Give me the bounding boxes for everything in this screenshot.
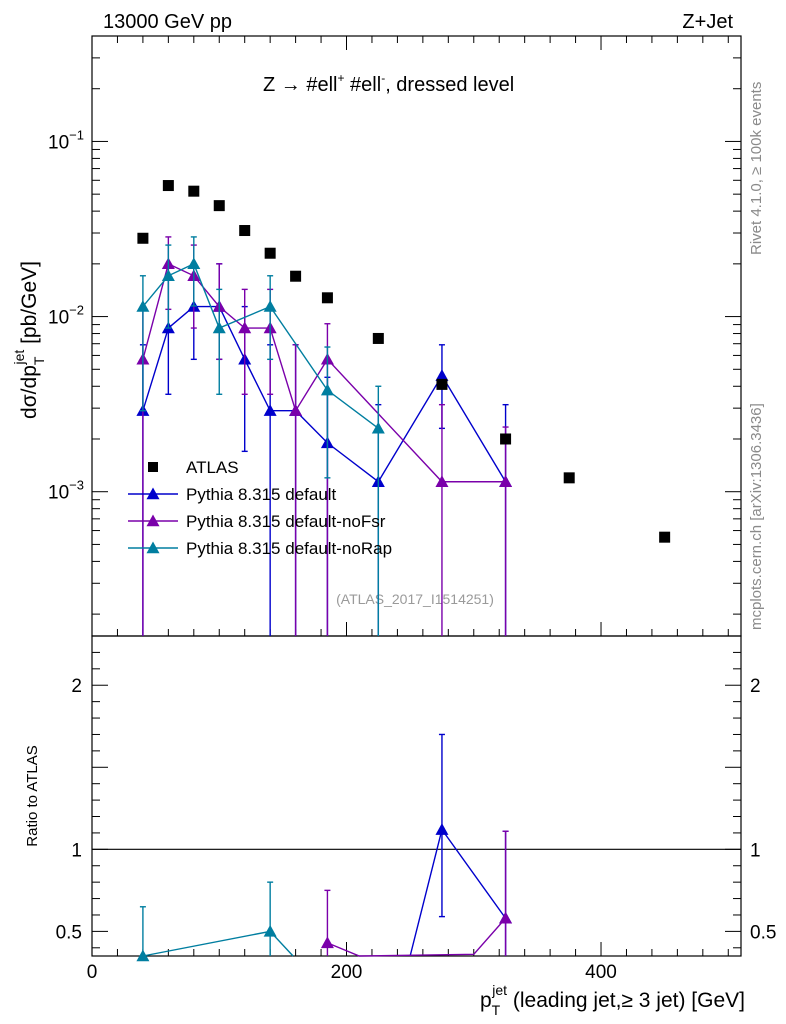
data-point [188,185,200,197]
series-point [435,369,449,381]
legend-marker [148,462,158,472]
series-point [499,475,513,487]
legend-marker [146,514,160,527]
series-default [136,263,513,636]
ratio-panel-frame [91,635,742,957]
y-tick-label: 10−1 [48,127,84,153]
legend: ATLAS Pythia 8.315 default Pythia 8.315 de… [128,458,392,558]
data-point [264,247,276,259]
data-point [659,531,671,543]
svg-text:mcplots.cern.ch [arXiv:1306.34: mcplots.cern.ch [arXiv:1306.3436] [748,403,765,630]
legend-entry-data: ATLAS [148,458,239,477]
data-point [162,180,174,192]
x-tick-label: 200 [331,962,363,983]
data-point [372,332,384,344]
ratio-point [435,823,449,835]
ratio-tick-label-right: 0.5 [750,922,776,943]
series-point [371,421,385,434]
ratio-default [409,733,513,957]
ratio-point [263,924,277,937]
plot-title: Z → #ell+ #ell-, dressed level [263,71,514,96]
series-atlas [137,180,671,543]
series-line [142,262,379,429]
ratio-line [327,917,507,957]
series-point [161,269,175,281]
legend-label: Pythia 8.315 default [186,485,337,504]
data-point [239,225,251,237]
ratio-tick-label: 2 [71,676,82,697]
rivet-label: Rivet 4.1.0, ≥ 100k events [748,82,765,255]
x-axis-label: pTjet (leading jet,≥ 3 jet) [GeV] [480,982,745,1018]
data-point [290,270,302,282]
plot-frames [91,35,742,957]
series-point [187,257,201,270]
legend-label: Pythia 8.315 default-noFsr [186,512,386,531]
legend-entry-default: Pythia 8.315 default [128,485,337,504]
svg-text:Rivet 4.1.0, ≥ 100k events: Rivet 4.1.0, ≥ 100k events [748,82,765,255]
ratio-noRap [136,881,294,962]
ratio-tick-label-right: 2 [750,676,761,697]
y-axis-label: dσ/dpTjet [pb/GeV] [11,261,47,419]
data-point [500,433,512,445]
ratio-tick-label: 0.5 [56,922,82,943]
legend-entry-noFsr: Pythia 8.315 default-noFsr [128,512,386,531]
series-point [238,321,252,334]
data-point [213,200,225,212]
series-point [212,321,226,334]
x-tick-label: 400 [585,962,617,983]
header-right: Z+Jet [682,11,733,33]
ratio-axis-label: Ratio to ATLAS [24,745,41,846]
series-noRap [136,236,385,636]
series-point [263,404,277,416]
main-panel-series [136,180,671,636]
y-tick-label: 10−3 [48,478,84,504]
series-point [136,300,150,312]
axes-ticks: 0 200 400 10−1 10−2 10−3 0.5 0.5 1 1 2 2 [48,35,776,983]
legend-label: ATLAS [186,458,239,477]
data-point [137,232,149,244]
svg-text:Ratio to ATLAS: Ratio to ATLAS [24,745,41,846]
ratio-noFsr [320,830,513,957]
legend-marker [146,541,160,554]
y-tick-label: 10−2 [48,303,84,329]
data-point [563,472,575,484]
series-point [289,404,303,416]
data-point [321,292,333,304]
ratio-panel-series [136,733,513,962]
series-point [263,300,277,312]
legend-entry-noRap: Pythia 8.315 default-noRap [128,539,392,558]
x-tick-label: 0 [87,962,98,983]
ratio-point [136,949,150,962]
ratio-point [320,936,334,949]
data-point [436,378,448,390]
mcplots-label: mcplots.cern.ch [arXiv:1306.3436] [748,403,765,630]
series-point [435,475,449,487]
legend-label: Pythia 8.315 default-noRap [186,539,392,558]
ratio-line [409,828,507,957]
ratio-tick-label-right: 1 [750,840,761,861]
ratio-point [499,911,513,924]
header-left: 13000 GeV pp [103,11,232,33]
legend-marker [146,487,160,500]
analysis-watermark: (ATLAS_2017_I1514251) [336,591,494,607]
series-point [320,383,334,396]
ratio-tick-label: 1 [71,840,82,861]
svg-text:dσ/dpTjet [pb/GeV]: dσ/dpTjet [pb/GeV] [11,261,47,419]
